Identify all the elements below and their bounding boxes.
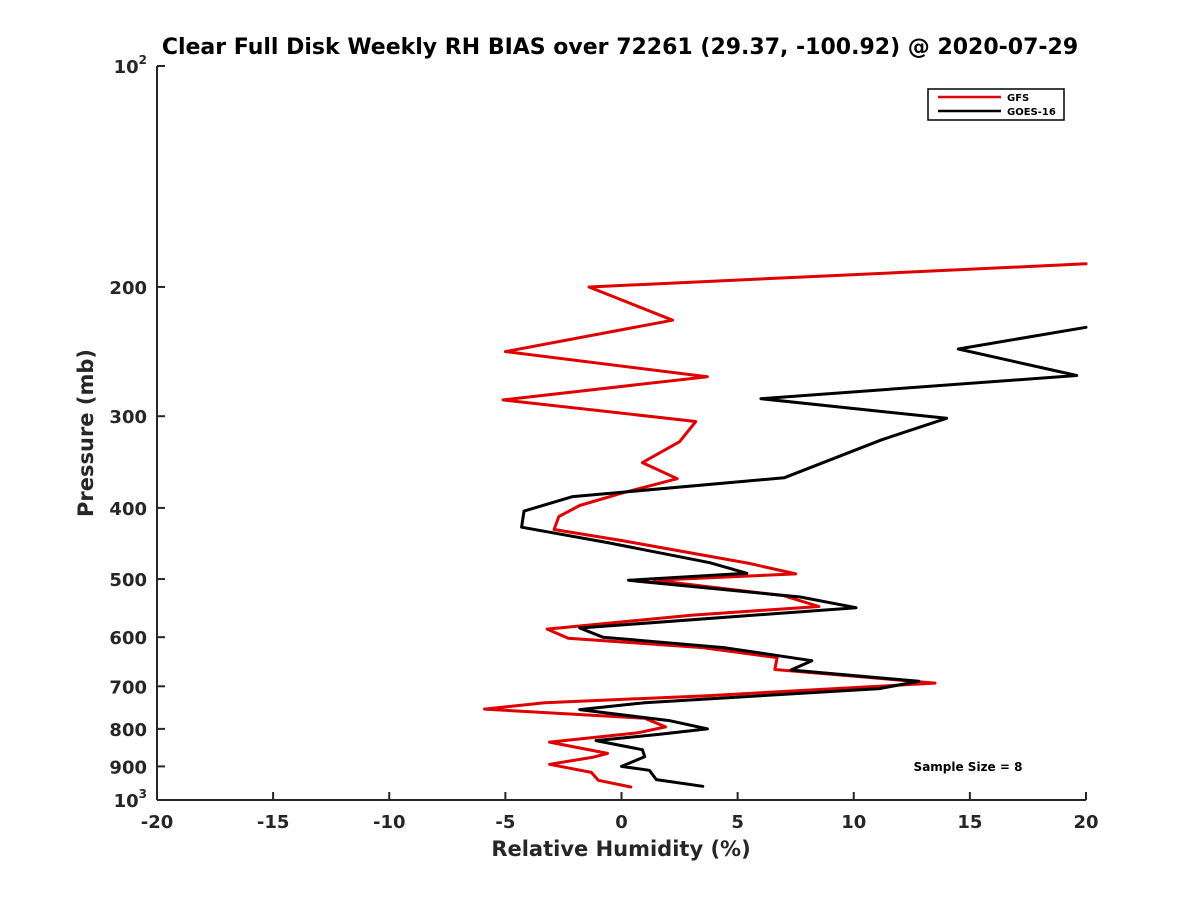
x-tick-label: 20 bbox=[1073, 812, 1098, 833]
x-tick-label: -15 bbox=[257, 812, 290, 833]
x-tick-label: 5 bbox=[731, 812, 744, 833]
legend-box bbox=[927, 88, 1065, 121]
x-tick-label: 15 bbox=[957, 812, 982, 833]
series-line-gfs bbox=[483, 262, 1088, 789]
y-tick-label: 103 bbox=[114, 787, 147, 812]
chart-title: Clear Full Disk Weekly RH BIAS over 7226… bbox=[162, 35, 1078, 60]
legend-label-goes16: GOES-16 bbox=[1007, 107, 1056, 118]
plot-area bbox=[483, 262, 1088, 789]
x-ticks: -20 -15 -10 -5 0 5 10 15 20 bbox=[141, 792, 1099, 833]
legend-label-gfs: GFS bbox=[1007, 93, 1029, 104]
y-tick-exponent: 2 bbox=[139, 53, 147, 67]
x-tick-label: 10 bbox=[841, 812, 866, 833]
y-tick-label: 700 bbox=[109, 677, 147, 698]
x-axis-label: Relative Humidity (%) bbox=[491, 837, 750, 861]
y-tick-label: 102 bbox=[114, 53, 147, 78]
y-axis-label: Pressure (mb) bbox=[74, 349, 98, 517]
x-tick-label: -10 bbox=[373, 812, 406, 833]
x-tick-label: 0 bbox=[615, 812, 628, 833]
series-line-goes16 bbox=[520, 325, 1088, 788]
sample-size-annotation: Sample Size = 8 bbox=[914, 760, 1023, 774]
y-tick-label: 200 bbox=[109, 278, 147, 299]
y-tick-label: 800 bbox=[109, 720, 147, 741]
y-tick-base: 10 bbox=[114, 791, 139, 812]
legend: GFS GOES-16 bbox=[927, 88, 1065, 121]
series-layer bbox=[483, 262, 1088, 789]
y-tick-label: 400 bbox=[109, 499, 147, 520]
y-tick-label: 500 bbox=[109, 570, 147, 591]
y-tick-base: 10 bbox=[114, 57, 139, 78]
y-tick-label: 900 bbox=[109, 757, 147, 778]
y-tick-exponent: 3 bbox=[139, 787, 147, 801]
y-tick-label: 300 bbox=[109, 407, 147, 428]
x-tick-label: -20 bbox=[141, 812, 174, 833]
axes: -20 -15 -10 -5 0 5 10 15 20 10220030040050060070… bbox=[109, 53, 1098, 833]
x-tick-label: -5 bbox=[495, 812, 515, 833]
y-tick-label: 600 bbox=[109, 628, 147, 649]
